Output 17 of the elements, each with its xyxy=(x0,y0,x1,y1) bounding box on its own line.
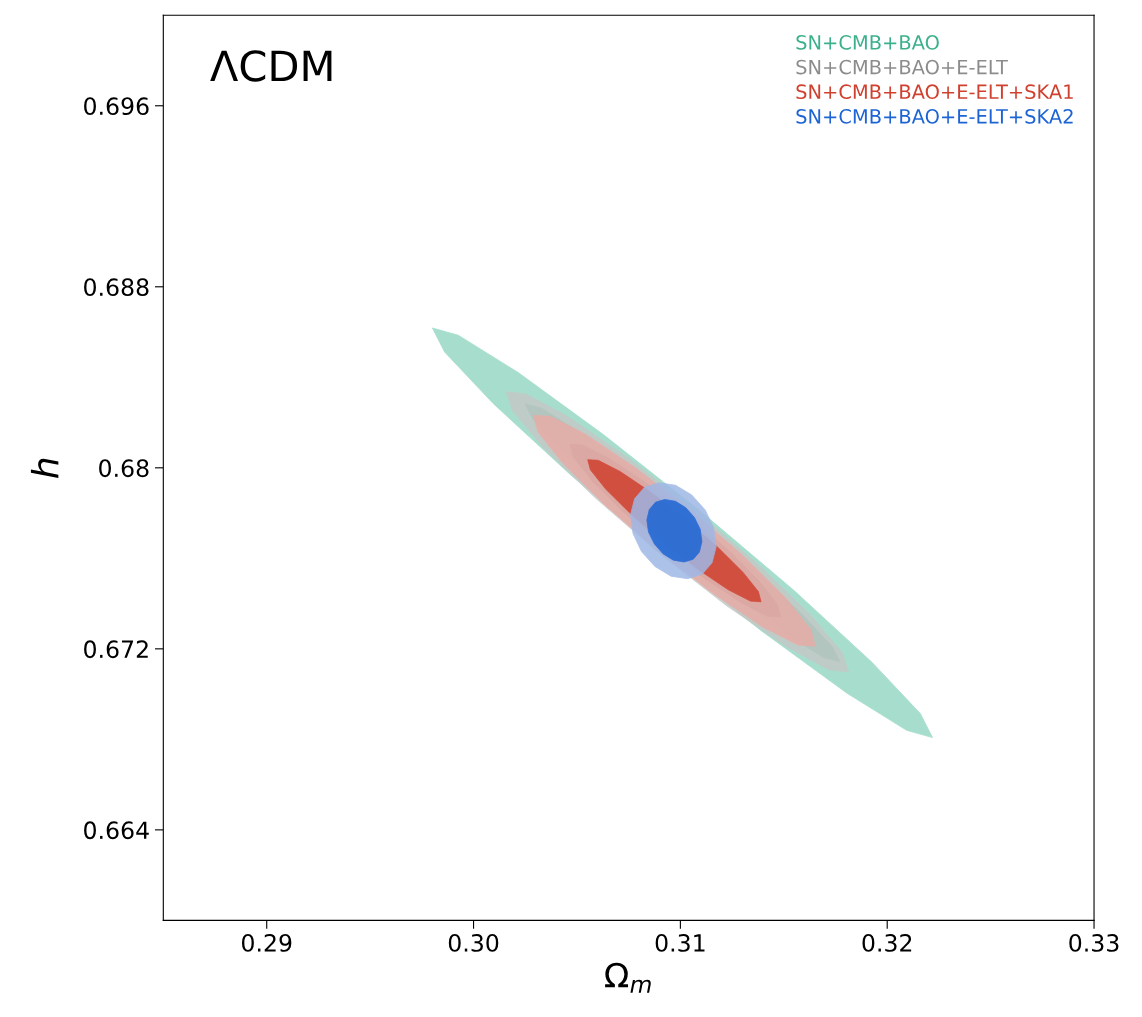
annotation: ΛCDM xyxy=(210,50,332,82)
x-tick-label: 0.31 xyxy=(655,934,705,952)
y-tick-label: 0.672 xyxy=(84,640,148,659)
y-tick-label: 0.696 xyxy=(84,97,149,116)
x-tick-label: 0.33 xyxy=(1069,934,1119,952)
x-tick-label: 0.32 xyxy=(862,934,912,952)
y-axis-title: h xyxy=(30,458,59,478)
x-axis-title: Ω$_{m}$ xyxy=(605,962,651,993)
text: SN+CMB+BAO+E-ELT+SKA2 xyxy=(796,109,1073,124)
x-tick-label: 0.30 xyxy=(448,934,499,952)
text: SN+CMB+BAO+E-ELT+SKA1 xyxy=(796,84,1073,100)
y-tick-label: 0.664 xyxy=(84,821,149,840)
text: SN+CMB+BAO+E-ELT xyxy=(796,59,1008,75)
y-tick-label: 0.688 xyxy=(84,278,149,297)
text: SN+CMB+BAO xyxy=(796,35,939,50)
x-tick-label: 0.29 xyxy=(241,934,292,952)
y-tick-label: 0.68 xyxy=(99,459,149,478)
